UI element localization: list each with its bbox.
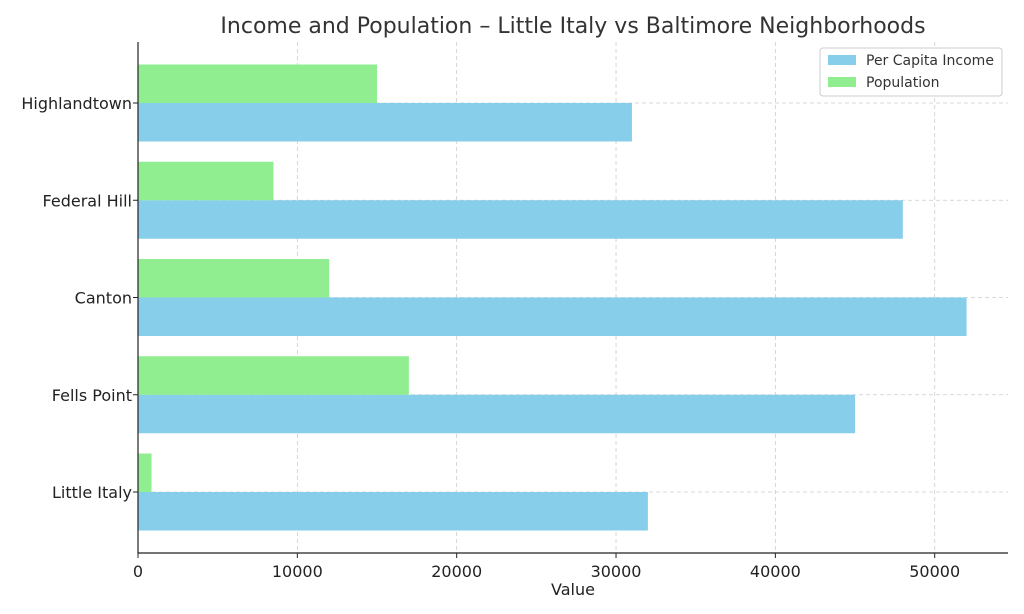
x-tick-label: 50000 — [909, 562, 960, 581]
bar-population — [138, 453, 152, 492]
x-tick-label: 10000 — [272, 562, 323, 581]
y-tick-label: Fells Point — [52, 386, 132, 405]
bar-population — [138, 356, 409, 395]
y-tick-label: Canton — [75, 289, 132, 308]
bar-population — [138, 259, 330, 298]
legend-label: Per Capita Income — [866, 53, 994, 69]
legend-swatch — [828, 55, 856, 65]
legend-label: Population — [866, 75, 940, 91]
bar-per-capita-income — [138, 200, 903, 239]
x-tick-label: 20000 — [431, 562, 482, 581]
bar-per-capita-income — [138, 394, 856, 434]
y-ticks: Little Italy Fells Point Canton Federal Hil… — [21, 94, 138, 502]
y-tick-label: Little Italy — [52, 483, 132, 502]
y-tick-label: Highlandtown — [21, 94, 132, 113]
bars — [138, 64, 967, 531]
bar-per-capita-income — [138, 492, 648, 531]
x-ticks: 0 10000 20000 30000 40000 50000 — [133, 553, 960, 581]
x-axis-label: Value — [551, 580, 595, 599]
y-tick-label: Federal Hill — [43, 191, 132, 210]
legend-box — [819, 47, 1003, 97]
bar-per-capita-income — [138, 297, 967, 336]
bar-population — [138, 161, 274, 201]
bar-per-capita-income — [138, 103, 632, 142]
x-tick-label: 30000 — [591, 562, 642, 581]
bar-population — [138, 64, 378, 103]
chart-title: Income and Population – Little Italy vs … — [220, 14, 925, 39]
legend: Per Capita Income Population — [819, 47, 1003, 97]
legend-swatch — [828, 77, 856, 87]
x-tick-label: 0 — [133, 562, 143, 581]
x-tick-label: 40000 — [750, 562, 801, 581]
